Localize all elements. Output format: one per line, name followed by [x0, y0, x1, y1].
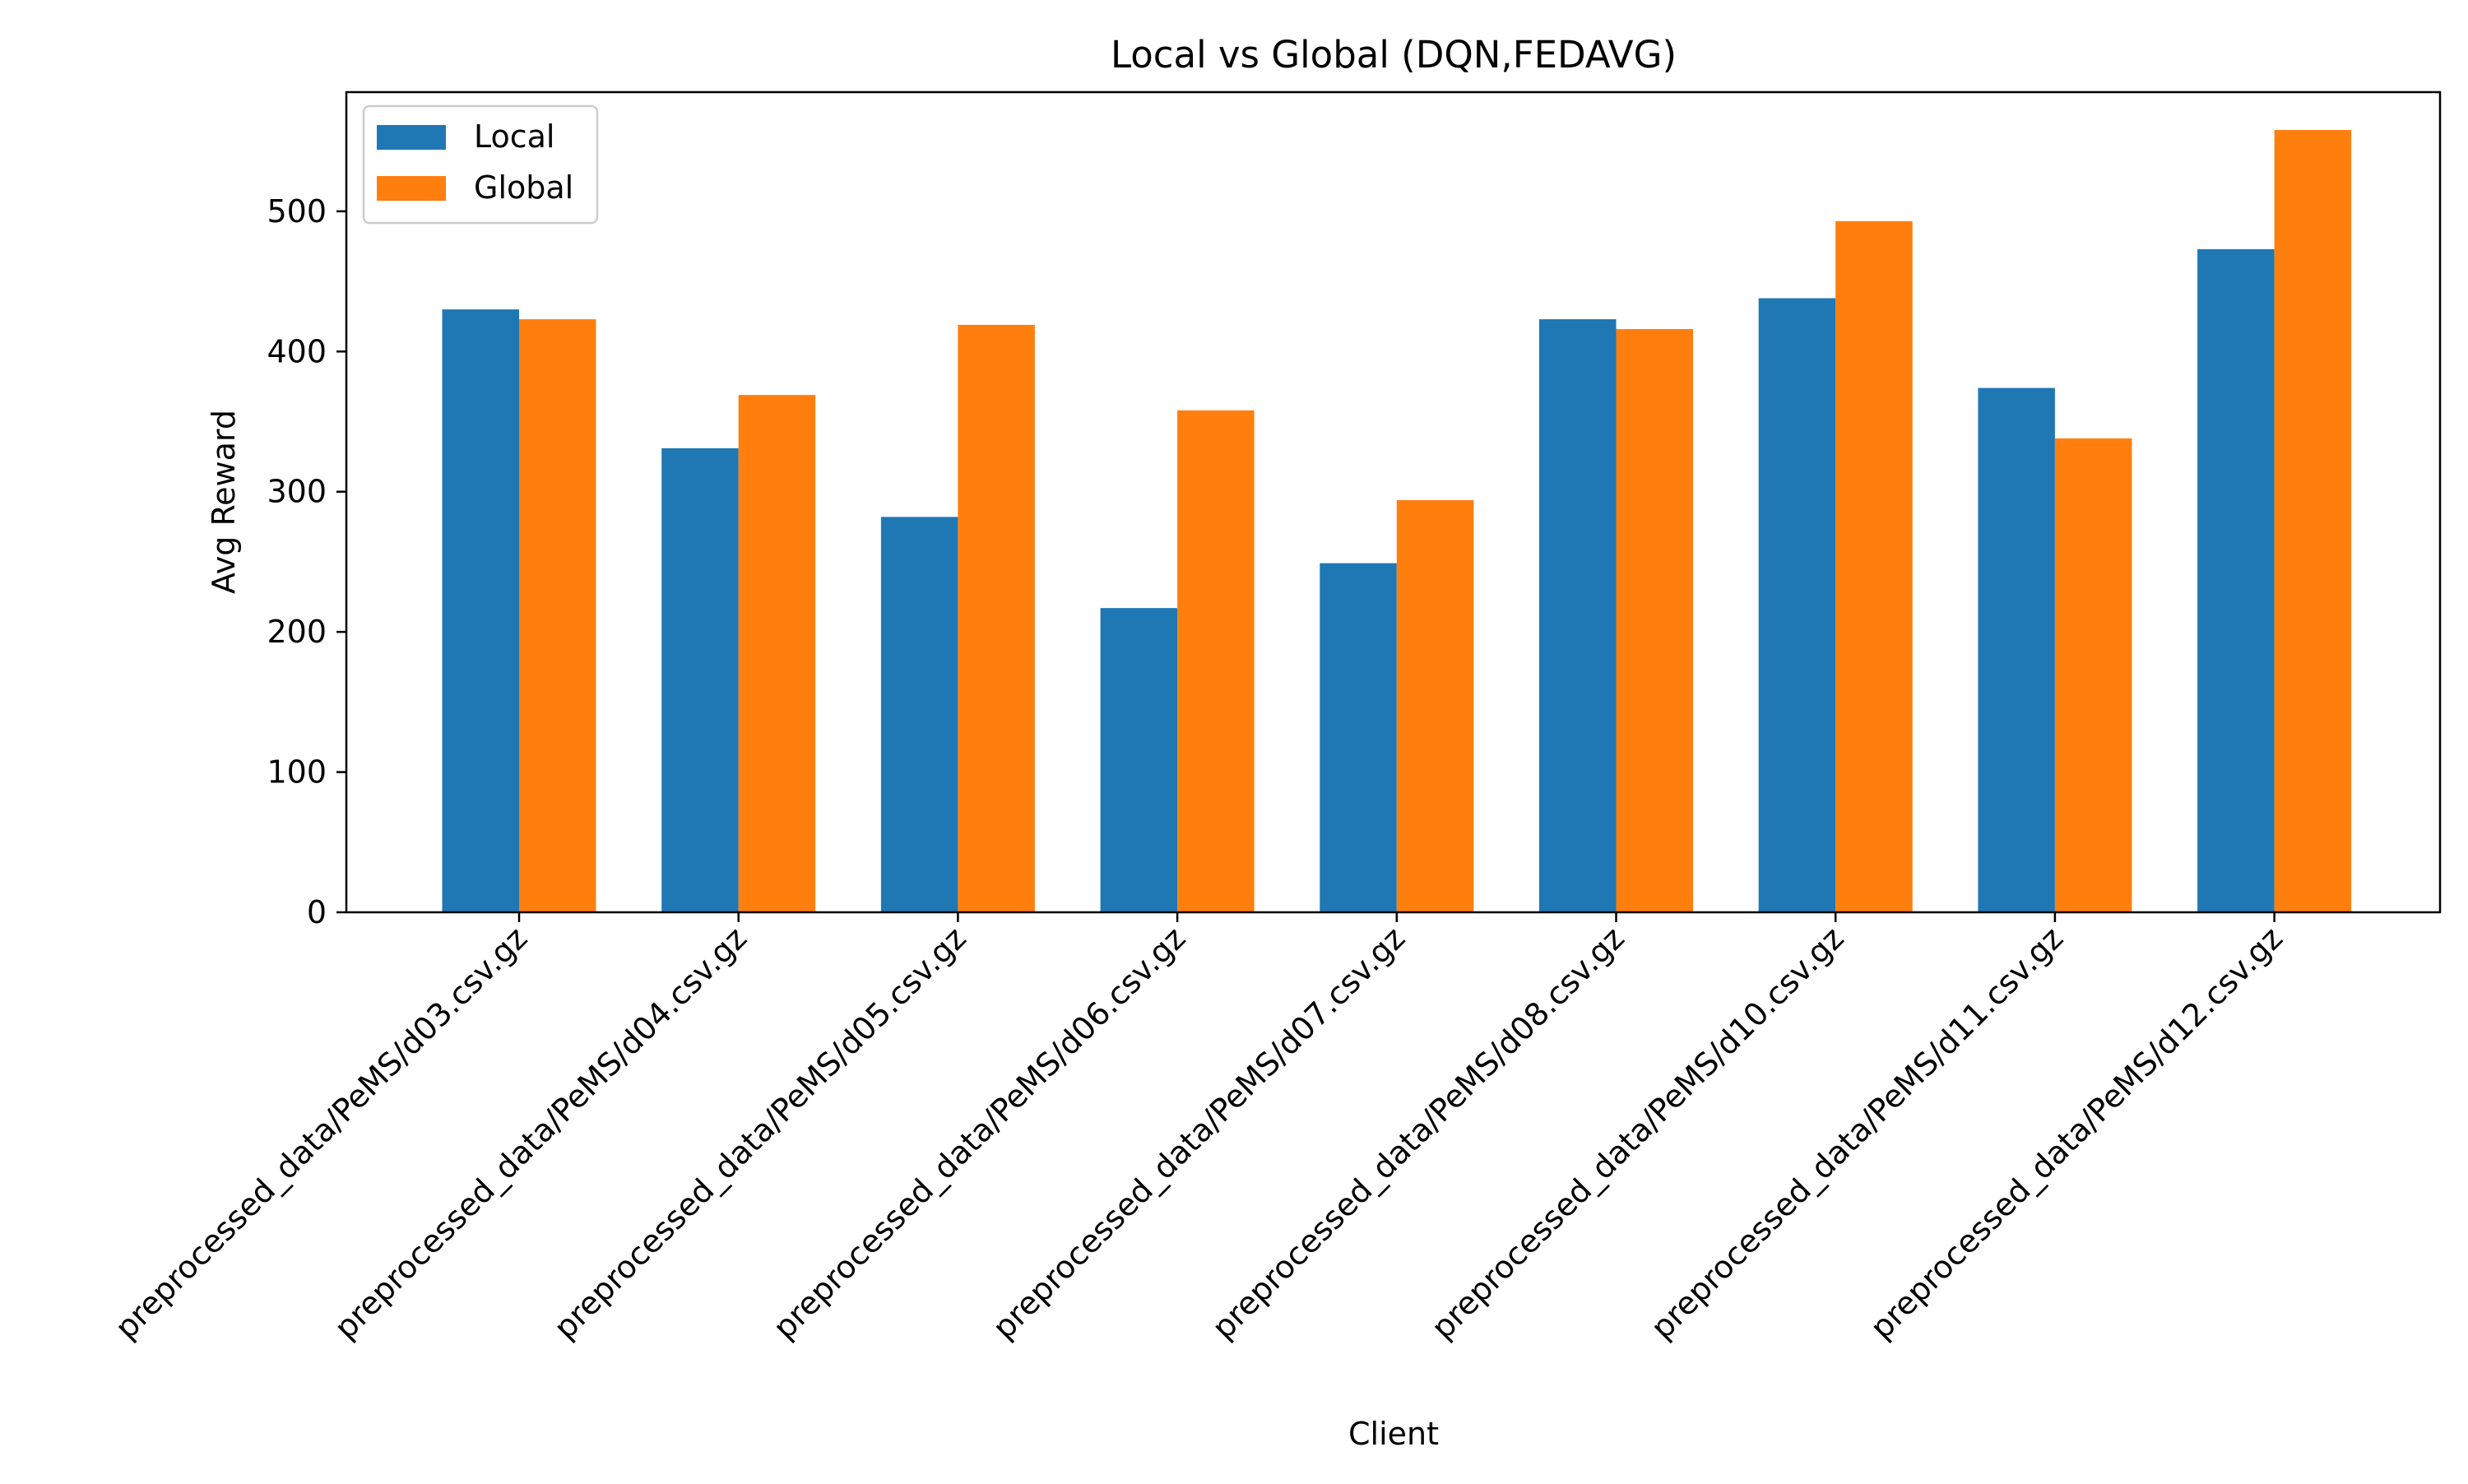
- bar-local-7: [1978, 387, 2055, 913]
- y-tick-label: 0: [307, 894, 327, 930]
- chart-title: Local vs Global (DQN,FEDAVG): [1111, 33, 1677, 77]
- x-axis-label: Client: [1348, 1416, 1439, 1452]
- y-tick-label: 100: [267, 754, 327, 791]
- plot-frame: [345, 90, 2442, 914]
- bar-local-5: [1539, 319, 1617, 913]
- bar-global-6: [1835, 220, 1913, 912]
- legend-label-global: Global: [474, 169, 573, 206]
- y-tick-label: 400: [267, 333, 327, 369]
- bars-layer: [442, 130, 2352, 913]
- bar-local-0: [442, 309, 519, 912]
- bar-local-4: [1320, 563, 1397, 912]
- bar-global-7: [2054, 438, 2132, 912]
- bar-local-8: [2197, 248, 2275, 912]
- y-axis: 0 100 200 300 400 500: [267, 193, 346, 930]
- bar-global-5: [1616, 329, 1693, 912]
- bar-local-1: [661, 448, 739, 912]
- bar-local-3: [1100, 608, 1178, 912]
- legend-label-local: Local: [474, 118, 555, 155]
- bar-global-0: [519, 319, 596, 913]
- bar-global-8: [2274, 130, 2352, 912]
- legend: Local Global: [362, 104, 599, 225]
- bar-global-3: [1177, 410, 1255, 912]
- bar-local-2: [880, 517, 958, 912]
- bar-global-2: [958, 324, 1035, 912]
- y-axis-label: Avg Reward: [206, 410, 242, 594]
- bar-global-4: [1396, 499, 1474, 912]
- legend-swatch-local: [377, 125, 446, 150]
- y-tick-label: 300: [267, 474, 327, 510]
- y-tick-label: 200: [267, 614, 327, 650]
- legend-swatch-global: [377, 176, 446, 201]
- y-tick-label: 500: [267, 193, 327, 230]
- bar-global-1: [738, 395, 816, 912]
- bar-local-6: [1758, 298, 1836, 912]
